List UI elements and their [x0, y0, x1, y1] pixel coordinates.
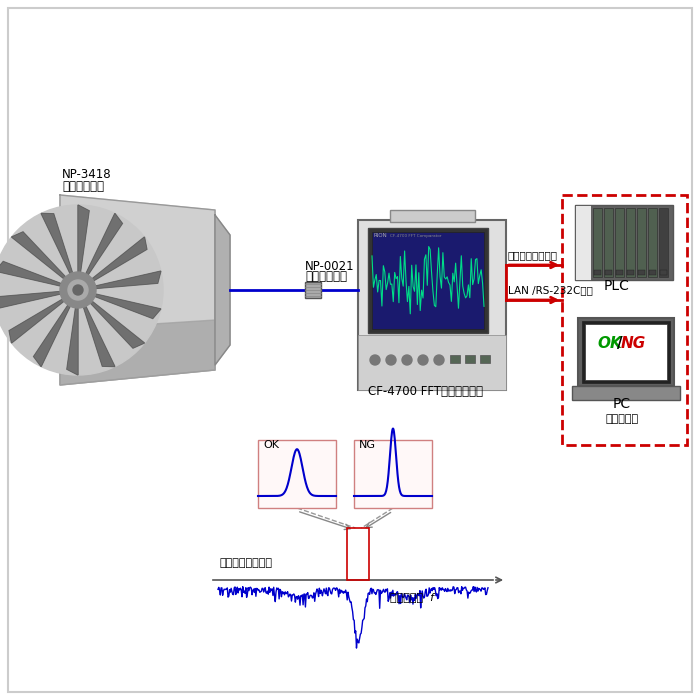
Polygon shape — [34, 305, 70, 367]
Circle shape — [60, 272, 96, 308]
Text: NP-0021: NP-0021 — [305, 260, 355, 273]
Polygon shape — [41, 214, 73, 274]
Bar — [372, 232, 484, 329]
Polygon shape — [0, 262, 61, 286]
Circle shape — [418, 355, 428, 365]
Bar — [604, 208, 613, 277]
Bar — [575, 205, 591, 280]
Text: パワースペクトル: パワースペクトル — [220, 558, 273, 568]
Text: LAN /RS-232C出力: LAN /RS-232C出力 — [508, 285, 593, 295]
Polygon shape — [90, 301, 144, 348]
Bar — [347, 528, 370, 580]
Circle shape — [402, 355, 412, 365]
Text: コンパレータ出力: コンパレータ出力 — [508, 250, 558, 260]
Bar — [659, 208, 668, 277]
Text: OK: OK — [263, 440, 279, 450]
Bar — [465, 355, 475, 363]
Text: RION: RION — [374, 233, 388, 238]
Bar — [480, 355, 490, 363]
Polygon shape — [95, 271, 161, 288]
Bar — [660, 270, 667, 275]
Polygon shape — [60, 320, 215, 385]
Bar — [368, 228, 488, 333]
Text: CF-4700 FFT Comparator: CF-4700 FFT Comparator — [390, 234, 442, 238]
Text: /: / — [617, 336, 622, 351]
Circle shape — [386, 355, 396, 365]
Bar — [450, 355, 460, 363]
Bar — [615, 208, 624, 277]
Text: 変換コネクタ: 変換コネクタ — [305, 270, 347, 283]
Text: NP-3418: NP-3418 — [62, 168, 111, 181]
Bar — [638, 270, 645, 275]
Text: 回転周波数  f: 回転周波数 f — [390, 592, 434, 602]
Polygon shape — [78, 205, 89, 272]
Bar — [605, 270, 612, 275]
Bar — [649, 270, 656, 275]
Bar — [305, 282, 321, 298]
Bar — [578, 318, 674, 386]
Circle shape — [68, 280, 88, 300]
Text: CF-4700 FFTコンパレータ: CF-4700 FFTコンパレータ — [368, 385, 483, 398]
Polygon shape — [0, 291, 60, 309]
Bar — [562, 195, 687, 445]
Circle shape — [0, 205, 163, 375]
Bar — [575, 205, 673, 280]
Bar — [616, 270, 623, 275]
Polygon shape — [94, 294, 161, 318]
Polygon shape — [83, 306, 115, 367]
Bar — [572, 386, 680, 400]
Circle shape — [434, 355, 444, 365]
Circle shape — [73, 285, 83, 295]
Polygon shape — [86, 214, 122, 275]
Bar — [358, 220, 506, 390]
Bar — [648, 208, 657, 277]
Bar — [594, 270, 601, 275]
Bar — [354, 440, 432, 508]
Bar — [637, 208, 646, 277]
Polygon shape — [92, 237, 147, 281]
Polygon shape — [215, 215, 230, 365]
Bar — [258, 440, 336, 508]
Bar — [626, 208, 635, 277]
Polygon shape — [67, 308, 78, 375]
Text: NG: NG — [359, 440, 376, 450]
Bar — [358, 335, 506, 390]
Text: お客様用意: お客様用意 — [606, 414, 638, 424]
Polygon shape — [11, 232, 66, 279]
Text: OK: OK — [597, 336, 622, 351]
Polygon shape — [9, 299, 64, 343]
Bar — [585, 324, 667, 380]
Text: PC: PC — [613, 397, 631, 411]
Bar — [582, 321, 670, 383]
Polygon shape — [60, 195, 215, 385]
Text: NG: NG — [621, 336, 646, 351]
Text: PLC: PLC — [604, 279, 630, 293]
Bar — [390, 210, 475, 222]
Bar — [627, 270, 634, 275]
Text: 加速度検出器: 加速度検出器 — [62, 180, 104, 193]
Bar — [593, 208, 602, 277]
Circle shape — [370, 355, 380, 365]
